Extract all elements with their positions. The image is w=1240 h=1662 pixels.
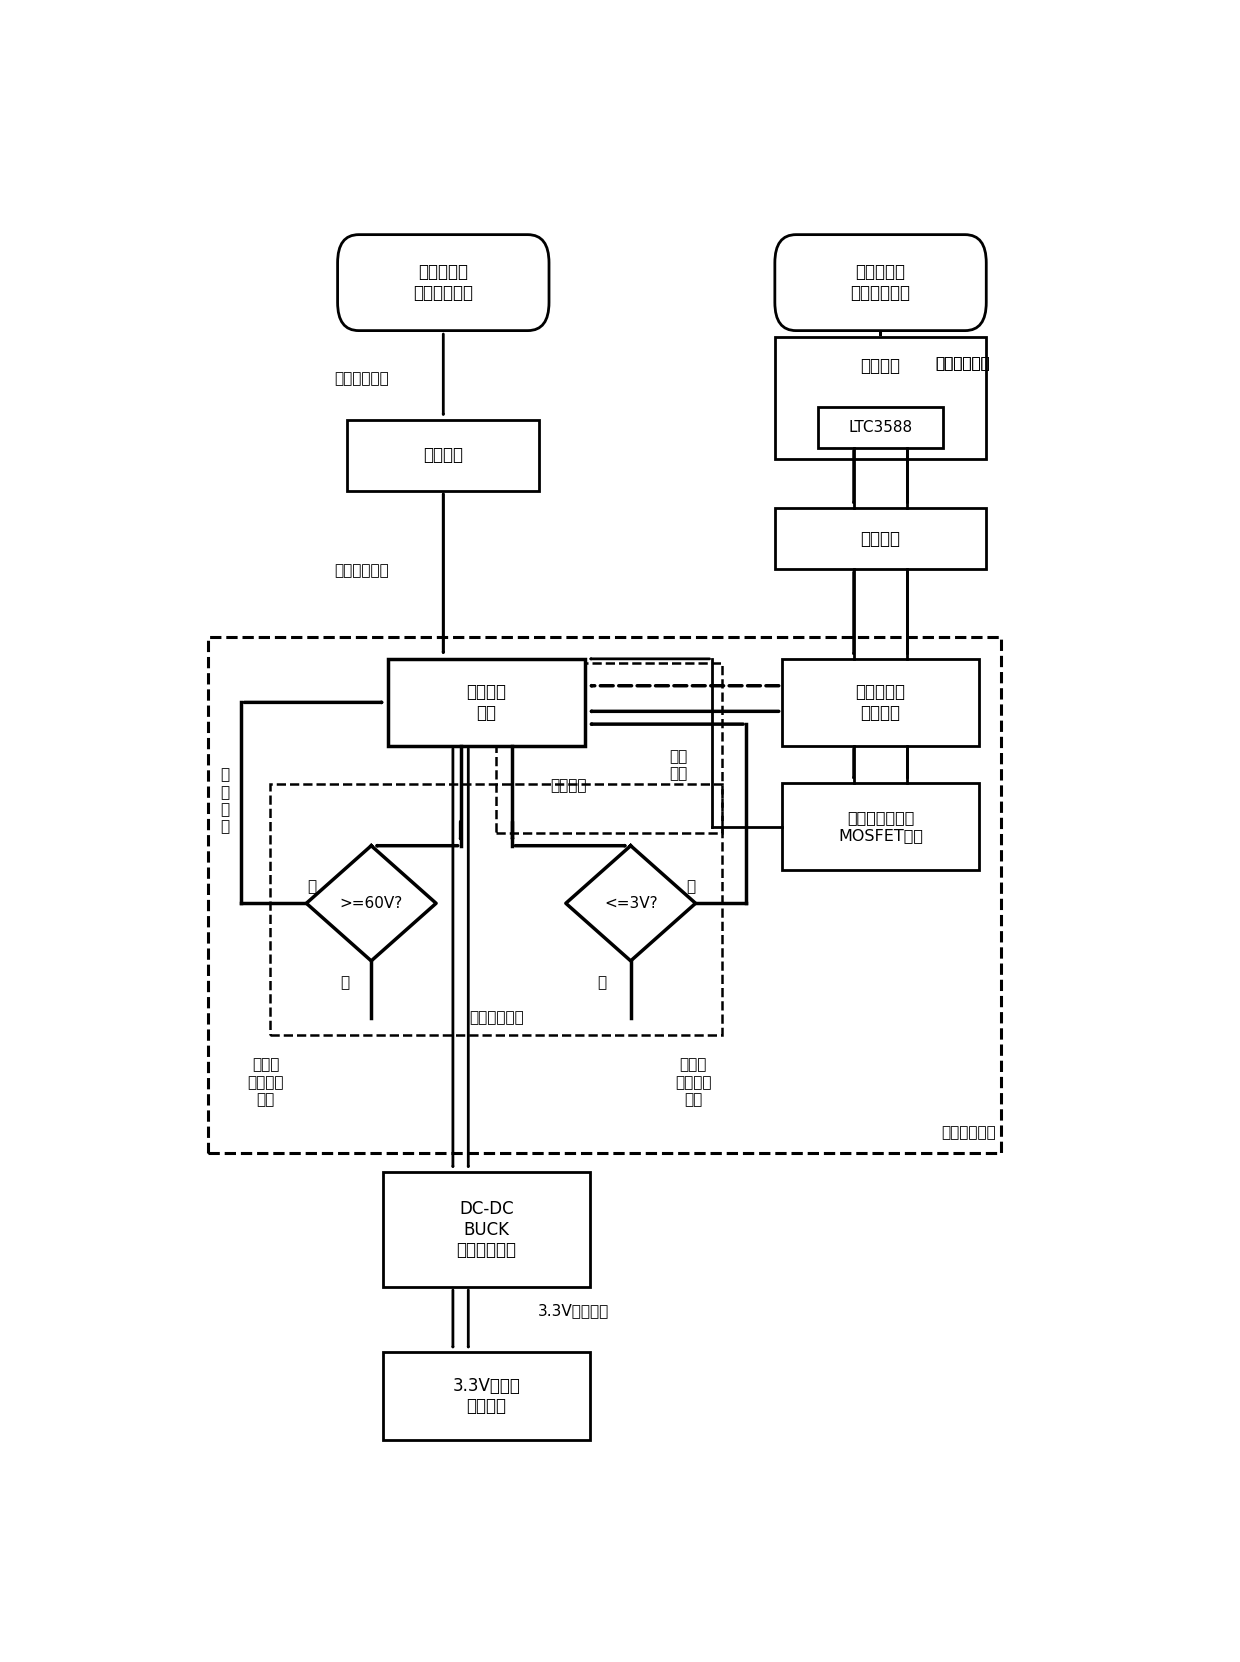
Polygon shape — [565, 846, 696, 961]
FancyBboxPatch shape — [775, 337, 986, 459]
Text: 3.3V低功耗
用电模块: 3.3V低功耗 用电模块 — [453, 1376, 521, 1416]
Text: 否: 否 — [341, 976, 350, 991]
Text: <=3V?: <=3V? — [604, 896, 657, 911]
Text: 控制信号: 控制信号 — [551, 778, 587, 793]
Text: 无动作
开关保持
关闭: 无动作 开关保持 关闭 — [247, 1057, 284, 1107]
FancyBboxPatch shape — [347, 420, 539, 490]
Text: 开关控制电路: 开关控制电路 — [941, 1125, 996, 1140]
FancyBboxPatch shape — [383, 1353, 590, 1439]
FancyBboxPatch shape — [818, 407, 942, 447]
FancyBboxPatch shape — [775, 509, 986, 570]
Text: 杂散交流能量: 杂散交流能量 — [935, 356, 990, 371]
Text: 否: 否 — [598, 976, 606, 991]
Text: 电压比较器
及反相器: 电压比较器 及反相器 — [856, 683, 905, 721]
FancyBboxPatch shape — [775, 234, 986, 331]
Polygon shape — [306, 846, 436, 961]
Text: LTC3588: LTC3588 — [848, 420, 913, 435]
Text: 自举电容: 自举电容 — [861, 530, 900, 547]
FancyBboxPatch shape — [383, 1172, 590, 1286]
Text: 辅助电源: 辅助电源 — [861, 357, 900, 376]
Text: 无动作
开关保持
开启: 无动作 开关保持 开启 — [675, 1057, 712, 1107]
Text: 杂散交流能量: 杂散交流能量 — [935, 356, 990, 371]
Text: 杂散交流能量: 杂散交流能量 — [335, 371, 389, 386]
Text: 关闭
开关: 关闭 开关 — [670, 750, 688, 781]
Text: >=60V?: >=60V? — [340, 896, 403, 911]
Text: 是: 是 — [308, 879, 316, 894]
Text: 直流振荡能量: 直流振荡能量 — [335, 563, 389, 578]
Text: 3.3V电源输出: 3.3V电源输出 — [537, 1303, 609, 1318]
FancyBboxPatch shape — [388, 658, 585, 746]
FancyBboxPatch shape — [337, 234, 549, 331]
Text: 能量采集器
（能量输入）: 能量采集器 （能量输入） — [851, 263, 910, 302]
Text: 开关电容网络中
MOSFET开关: 开关电容网络中 MOSFET开关 — [838, 811, 923, 843]
FancyBboxPatch shape — [782, 658, 980, 746]
Text: DC-DC
BUCK
降压稳压电路: DC-DC BUCK 降压稳压电路 — [456, 1200, 517, 1260]
Text: 是: 是 — [687, 879, 696, 894]
Text: 电压监测电路: 电压监测电路 — [469, 1010, 523, 1025]
Text: 整流电路: 整流电路 — [423, 447, 464, 464]
FancyBboxPatch shape — [782, 783, 980, 869]
Text: 打
开
开
关: 打 开 开 关 — [221, 768, 229, 834]
Text: 开关电容
网络: 开关电容 网络 — [466, 683, 507, 721]
Text: 能量采集器
（能量输入）: 能量采集器 （能量输入） — [413, 263, 474, 302]
